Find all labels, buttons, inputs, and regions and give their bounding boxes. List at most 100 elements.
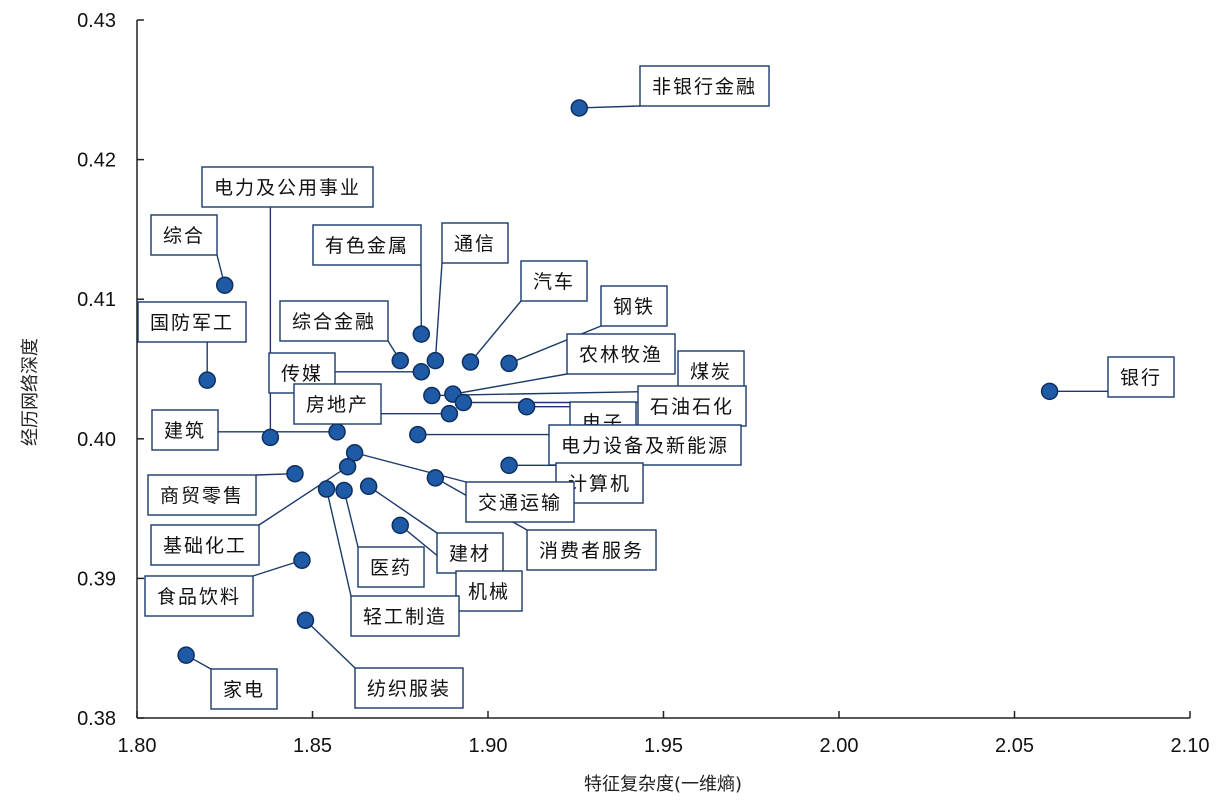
point-label-box <box>600 285 668 327</box>
point-label: 轻工制造 <box>350 595 460 637</box>
point-label-box <box>354 667 464 709</box>
point-label: 交通运输 <box>465 481 575 523</box>
y-tick-label: 0.39 <box>77 568 116 590</box>
point-label-text: 电力设备及新能源 <box>561 435 729 457</box>
point-label-box <box>566 333 676 375</box>
point-label: 综合金融 <box>279 300 389 342</box>
data-point <box>286 464 304 483</box>
data-point <box>391 516 409 535</box>
data-point <box>570 99 589 117</box>
leader-line <box>304 619 356 669</box>
point-label-box <box>639 65 770 107</box>
leader-line <box>579 105 641 109</box>
x-tick-label: 2.10 <box>1171 735 1210 757</box>
data-point <box>293 551 311 570</box>
point-label: 非银行金融 <box>639 65 770 107</box>
point-label-box <box>210 668 278 710</box>
point-label-text: 传媒 <box>281 363 323 385</box>
point-label: 机械 <box>455 570 523 612</box>
x-tick-label: 2.05 <box>995 735 1034 757</box>
point-label-box <box>1107 356 1175 398</box>
leader-line <box>258 466 348 526</box>
point-label: 建筑 <box>151 409 219 451</box>
x-tick-label: 1.85 <box>293 735 332 757</box>
data-point <box>517 397 536 416</box>
point-label-text: 汽车 <box>533 271 575 293</box>
point-label-box <box>279 300 389 342</box>
point-label-box <box>150 214 218 256</box>
point-label: 基础化工 <box>150 524 260 566</box>
point-label: 综合 <box>150 214 218 256</box>
point-label: 消费者服务 <box>526 529 657 571</box>
point-label-text: 消费者服务 <box>539 540 644 562</box>
point-label-box <box>147 474 257 516</box>
leader-line <box>343 490 359 548</box>
leader-line <box>368 485 438 534</box>
point-label: 煤炭 <box>677 350 745 392</box>
point-label-text: 机械 <box>468 581 510 603</box>
leader-line <box>354 452 467 483</box>
point-label-box <box>357 546 425 588</box>
point-label-box <box>150 524 260 566</box>
point-label: 农林牧渔 <box>566 333 676 375</box>
point-label-box <box>312 224 422 266</box>
point-label-box <box>520 260 588 302</box>
point-label-text: 综合金融 <box>292 311 376 333</box>
axis-ticks: 1.80 1.85 1.90 1.95 2.00 2.05 2.10 0.38 0.39 0.40… <box>77 10 1209 757</box>
data-point <box>345 444 364 462</box>
point-label-box <box>293 383 382 425</box>
data-point <box>216 276 234 294</box>
y-tick-label: 0.41 <box>77 289 116 311</box>
point-label-box <box>137 301 247 343</box>
point-label-box <box>548 424 742 466</box>
point-label-text: 国防军工 <box>150 312 234 334</box>
point-label-box <box>436 532 504 574</box>
point-label: 建材 <box>436 532 504 574</box>
point-label-text: 煤炭 <box>690 361 732 383</box>
point-label: 有色金属 <box>312 224 422 266</box>
point-label: 医药 <box>357 546 425 588</box>
point-label-box <box>677 350 745 392</box>
point-label-text: 商贸零售 <box>160 485 244 507</box>
data-point <box>338 457 357 476</box>
data-point <box>426 351 445 370</box>
point-label-box <box>201 166 374 208</box>
data-point <box>412 363 431 381</box>
point-label-text: 建材 <box>449 543 491 565</box>
data-point <box>412 325 431 343</box>
point-label-box <box>441 222 509 264</box>
leader-line <box>469 300 522 363</box>
point-label-text: 基础化工 <box>163 535 247 557</box>
data-point <box>500 354 518 373</box>
data-point <box>177 646 195 664</box>
y-axis-title: 经历网络深度 <box>20 338 41 446</box>
data-point <box>335 481 353 500</box>
y-tick-label: 0.43 <box>77 10 116 32</box>
point-label-text: 食品饮料 <box>157 586 241 608</box>
point-label: 商贸零售 <box>147 474 257 516</box>
leader-line <box>508 325 602 365</box>
point-label: 食品饮料 <box>144 575 254 617</box>
point-label-text: 综合 <box>163 225 205 247</box>
data-point <box>261 428 280 447</box>
point-label-text: 纺织服装 <box>367 678 451 700</box>
point-label: 电力设备及新能源 <box>548 424 742 466</box>
data-point <box>423 386 441 405</box>
data-points <box>177 99 1059 664</box>
point-label-text: 交通运输 <box>478 492 562 514</box>
point-label-box <box>144 575 254 617</box>
point-label-text: 农林牧渔 <box>579 344 663 366</box>
x-tick-label: 1.90 <box>469 735 508 757</box>
point-label: 钢铁 <box>600 285 668 327</box>
point-label-text: 房地产 <box>306 394 369 416</box>
point-label-box <box>455 570 523 612</box>
point-label: 电力及公用事业 <box>201 166 374 208</box>
point-label-text: 石油石化 <box>650 396 734 418</box>
data-point <box>500 456 518 475</box>
point-label: 通信 <box>441 222 509 264</box>
point-label-box <box>465 481 575 523</box>
point-label-box <box>151 409 219 451</box>
point-label-box <box>637 385 747 427</box>
data-point <box>1040 382 1059 401</box>
data-point <box>461 353 480 371</box>
